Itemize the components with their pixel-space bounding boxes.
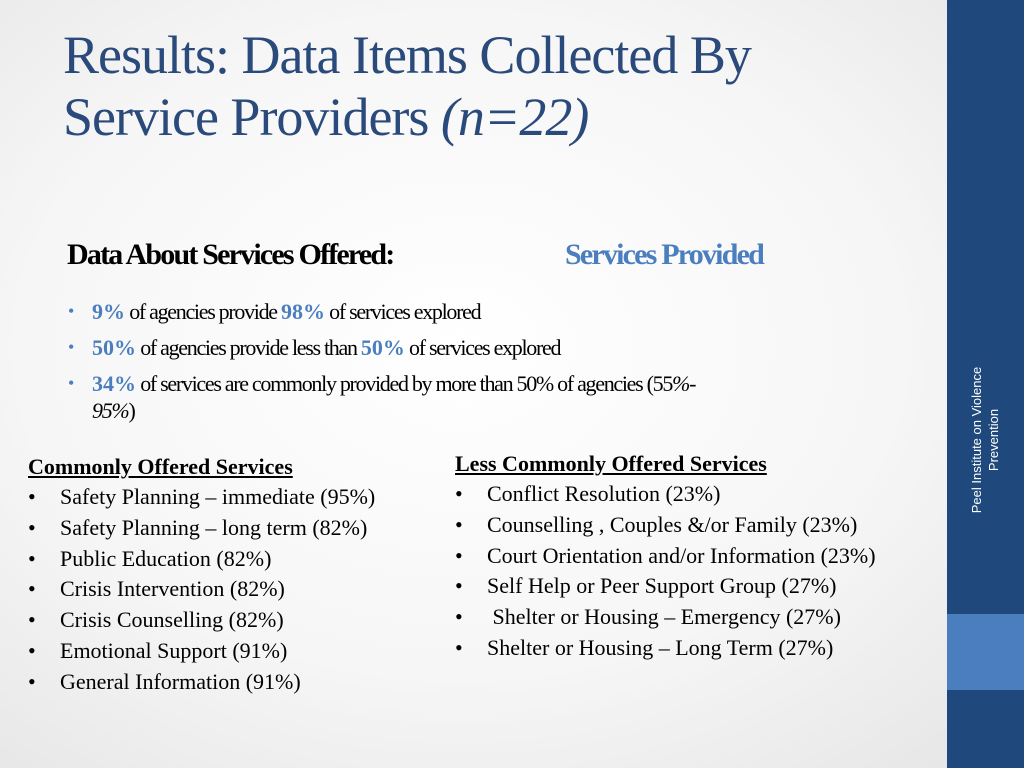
list-item: • Emotional Support (91%): [28, 636, 448, 667]
finding-percent: 9%: [92, 299, 125, 324]
sidebar-line-2: Prevention: [986, 408, 1001, 472]
list-item-text: Crisis Counselling (82%): [60, 607, 284, 633]
sidebar-line-1: Peel Institute on Violence: [969, 366, 984, 514]
list-item-text: Conflict Resolution (23%): [487, 481, 721, 506]
key-finding-item: • 50% of agencies provide less than 50% …: [68, 334, 868, 361]
finding-text: of agencies provide less than: [136, 335, 361, 360]
bullet-icon: •: [455, 573, 463, 599]
list-item: • Crisis Counselling (82%): [28, 605, 448, 636]
bullet-icon: •: [28, 668, 36, 694]
list-item: • General Information (91%): [28, 667, 448, 698]
list-item: • Crisis Intervention (82%): [28, 574, 448, 605]
key-findings-list: • 9% of agencies provide 98% of services…: [68, 298, 868, 433]
bullet-icon: •: [28, 484, 36, 509]
title-line-2: Service Providers: [63, 87, 441, 147]
finding-text: of agencies provide: [125, 299, 281, 324]
subheading-data-about-services: Data About Services Offered:: [67, 238, 395, 271]
list-item-text: Safety Planning – immediate (95%): [60, 484, 376, 509]
finding-text: of services explored: [324, 299, 481, 324]
subheading-services-provided: Services Provided: [565, 238, 765, 271]
finding-text: of services explored: [404, 335, 561, 360]
list-item-text: Shelter or Housing – Long Term (27%): [487, 634, 834, 660]
finding-percent: 98%: [280, 299, 325, 324]
bullet-icon: •: [28, 637, 36, 663]
finding-percent: 34%: [92, 371, 136, 396]
list-item: • Public Education (82%): [28, 544, 448, 575]
bullet-icon: •: [455, 634, 463, 660]
less-commonly-offered-column: Less Commonly Offered Services • Conflict…: [455, 449, 940, 664]
bullet-icon: •: [28, 576, 36, 602]
bullet-icon: •: [455, 481, 463, 506]
bullet-icon: •: [68, 373, 74, 393]
list-item: • Shelter or Housing – Emergency (27%): [455, 602, 940, 633]
commonly-offered-list: • Safety Planning – immediate (95%) • Safe…: [28, 482, 448, 698]
list-item-text: General Information (91%): [60, 668, 301, 694]
finding-percent: 50%: [92, 335, 136, 360]
list-item-text: Public Education (82%): [60, 545, 272, 571]
key-finding-item: • 34% of services are commonly provided …: [68, 370, 868, 424]
sidebar-organization-label: Peel Institute on Violence Prevention: [968, 367, 1002, 513]
finding-text: of services are commonly provided by mor…: [136, 371, 673, 396]
list-item: • Safety Planning – immediate (95%): [28, 482, 448, 513]
bullet-icon: •: [68, 337, 74, 357]
slide-title: Results: Data Items Collected By Service…: [63, 24, 923, 148]
list-item: • Counselling , Couples &/or Family (23%): [455, 510, 940, 541]
bullet-icon: •: [28, 514, 36, 540]
list-item: • Conflict Resolution (23%): [455, 479, 940, 510]
bullet-icon: •: [28, 545, 36, 571]
bullet-icon: •: [68, 301, 74, 321]
bullet-icon: •: [455, 604, 463, 630]
finding-text: ): [128, 398, 135, 423]
list-item: • Shelter or Housing – Long Term (27%): [455, 633, 940, 664]
list-item-text: Court Orientation and/or Information (23…: [487, 542, 876, 568]
less-commonly-offered-list: • Conflict Resolution (23%) • Counselling …: [455, 479, 940, 664]
sidebar-accent-band: [947, 614, 1024, 690]
finding-percent: 50%: [360, 335, 405, 360]
list-item: • Safety Planning – long term (82%): [28, 513, 448, 544]
list-item-text: Emotional Support (91%): [60, 637, 288, 663]
title-sample-size: (n=22): [440, 87, 589, 147]
bullet-icon: •: [28, 607, 36, 633]
commonly-offered-heading: Commonly Offered Services: [28, 454, 293, 479]
list-item-text: Shelter or Housing – Emergency (27%): [487, 604, 841, 630]
finding-text: 95%: [92, 398, 130, 423]
bullet-icon: •: [455, 511, 463, 537]
list-item-text: Crisis Intervention (82%): [60, 576, 285, 602]
commonly-offered-column: Commonly Offered Services • Safety Planni…: [28, 452, 448, 698]
title-line-1: Results: Data Items Collected By: [63, 25, 752, 85]
finding-text: %-: [672, 371, 696, 396]
list-item-text: Self Help or Peer Support Group (27%): [487, 573, 837, 599]
key-finding-item: • 9% of agencies provide 98% of services…: [68, 298, 868, 325]
list-item: • Court Orientation and/or Information (2…: [455, 541, 940, 572]
list-item: • Self Help or Peer Support Group (27%): [455, 571, 940, 602]
less-commonly-offered-heading: Less Commonly Offered Services: [455, 451, 767, 476]
list-item-text: Counselling , Couples &/or Family (23%): [487, 511, 858, 537]
list-item-text: Safety Planning – long term (82%): [60, 514, 368, 540]
bullet-icon: •: [455, 542, 463, 568]
